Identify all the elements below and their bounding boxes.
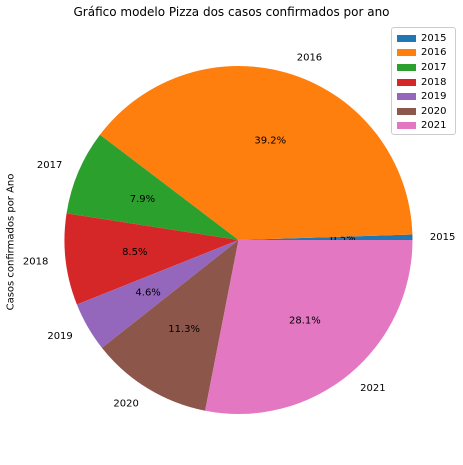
pie-slice-2015 <box>238 234 413 240</box>
legend-item-2017: 2017 <box>397 60 451 75</box>
slice-percent-label-2017: 7.9% <box>130 194 155 205</box>
legend: 2015 2016 2017 2018 2019 2020 2021 <box>391 27 456 135</box>
legend-label-2018: 2018 <box>421 76 447 88</box>
legend-swatch-2021 <box>397 122 416 130</box>
slice-category-label-2019: 2019 <box>47 331 72 342</box>
legend-swatch-2016 <box>397 49 416 57</box>
slice-category-label-2018: 2018 <box>23 257 48 268</box>
legend-item-2021: 2021 <box>397 119 451 134</box>
slice-category-label-2020: 2020 <box>113 398 138 409</box>
legend-swatch-2018 <box>397 78 416 86</box>
chart-title: Gráfico modelo Pizza dos casos confirmad… <box>73 5 390 19</box>
legend-label-2016: 2016 <box>421 47 447 59</box>
slice-percent-label-2019: 4.6% <box>135 287 160 298</box>
legend-swatch-2017 <box>397 63 416 71</box>
pie-slice-2016 <box>99 66 413 240</box>
legend-item-2015: 2015 <box>397 31 451 46</box>
legend-item-2019: 2019 <box>397 89 451 104</box>
legend-item-2016: 2016 <box>397 46 451 61</box>
legend-label-2021: 2021 <box>421 120 447 132</box>
legend-label-2017: 2017 <box>421 61 447 73</box>
legend-label-2020: 2020 <box>421 105 447 117</box>
legend-label-2019: 2019 <box>421 91 447 103</box>
slice-percent-label-2021: 28.1% <box>289 316 321 327</box>
slice-percent-label-2015: 0.5% <box>330 233 355 244</box>
pie-slice-2020 <box>101 240 239 411</box>
legend-swatch-2020 <box>397 107 416 115</box>
slice-category-label-2015: 2015 <box>430 232 455 243</box>
slice-category-label-2017: 2017 <box>37 160 62 171</box>
slice-category-label-2016: 2016 <box>297 53 322 64</box>
slice-percent-label-2018: 8.5% <box>122 247 147 258</box>
slice-percent-label-2020: 11.3% <box>168 324 200 335</box>
pie-slice-2018 <box>64 213 239 305</box>
pie-slice-2017 <box>66 134 239 240</box>
pie-slice-2019 <box>76 240 239 348</box>
slice-percent-label-2016: 39.2% <box>254 136 286 147</box>
legend-swatch-2015 <box>397 34 416 42</box>
legend-item-2020: 2020 <box>397 104 451 119</box>
legend-item-2018: 2018 <box>397 75 451 90</box>
legend-label-2015: 2015 <box>421 32 447 44</box>
legend-swatch-2019 <box>397 93 416 101</box>
slice-category-label-2021: 2021 <box>360 383 385 394</box>
pie-slice-2021 <box>205 240 413 415</box>
